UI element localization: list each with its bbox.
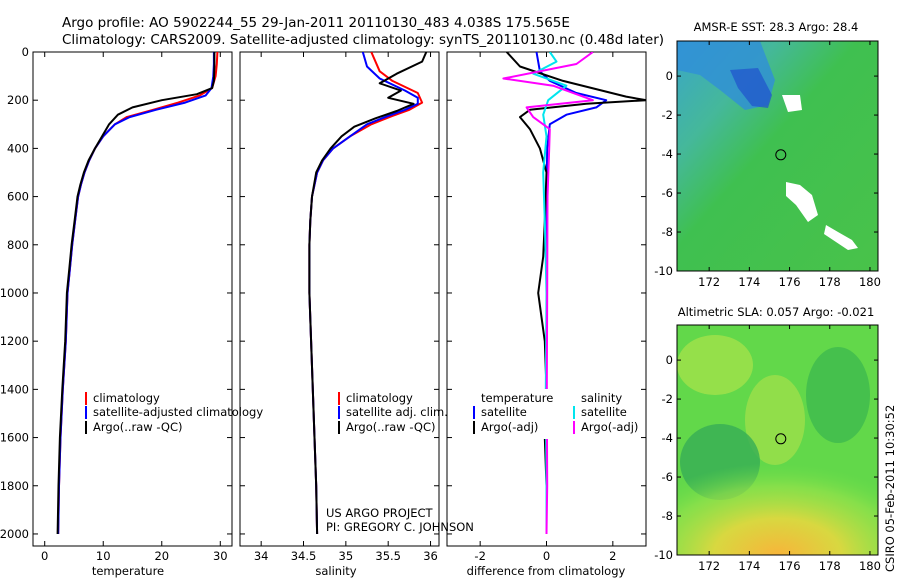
y-tick-label: 200 bbox=[7, 93, 29, 107]
legend-heading-temperature: temperature bbox=[481, 391, 553, 405]
map-y-tick-label: 0 bbox=[666, 69, 673, 83]
legend-label-sal-argo: Argo(-adj) bbox=[581, 420, 638, 434]
map-x-tick-label: 172 bbox=[698, 275, 720, 289]
sla-high-region-1 bbox=[677, 335, 753, 395]
sst-argo-location-marker bbox=[775, 149, 787, 161]
credit-line1: US ARGO PROJECT bbox=[326, 506, 434, 520]
figure-title-line1: Argo profile: AO 5902244_55 29-Jan-2011 … bbox=[62, 15, 570, 31]
salinity-xlabel: salinity bbox=[315, 564, 356, 578]
legend-heading-salinity: salinity bbox=[581, 391, 622, 405]
map-y-tick-label: -6 bbox=[662, 186, 673, 200]
x-tick-label: 34 bbox=[254, 549, 269, 563]
credit-line2: PI: GREGORY C. JOHNSON bbox=[326, 520, 474, 534]
sla-map-axis-ticks: 172 174 176 178 180 0 -2 -4 -6 -8 -10 bbox=[654, 325, 881, 573]
salinity-lines bbox=[308, 52, 428, 535]
sst-missing-data-3 bbox=[824, 225, 858, 250]
map-x-tick-label: 178 bbox=[819, 559, 841, 573]
temperature-lines bbox=[56, 52, 219, 535]
legend-label-temp-satellite: satellite bbox=[481, 405, 527, 419]
side-timestamp-label: CSIRO 05-Feb-2011 10:30:52 bbox=[883, 405, 897, 572]
series-line-1-2 bbox=[308, 52, 428, 535]
map-y-tick-label: -4 bbox=[662, 431, 673, 445]
sla-argo-location-marker bbox=[775, 433, 787, 445]
x-tick-label: 30 bbox=[213, 549, 228, 563]
y-tick-label: 600 bbox=[7, 190, 29, 204]
y-tick-label: 2000 bbox=[0, 527, 29, 541]
legend-label-climatology: climatology bbox=[93, 391, 160, 405]
x-tick-label: 10 bbox=[96, 549, 111, 563]
temperature-xlabel: temperature bbox=[92, 564, 164, 578]
x-tick-label: 0 bbox=[41, 549, 48, 563]
map-x-tick-label: 174 bbox=[738, 275, 760, 289]
map-x-tick-label: 174 bbox=[738, 559, 760, 573]
y-tick-label: 1000 bbox=[0, 286, 29, 300]
sla-map bbox=[676, 324, 879, 556]
y-tick-label: 1600 bbox=[0, 431, 29, 445]
sst-map bbox=[676, 40, 879, 272]
x-tick-label: 2 bbox=[609, 549, 616, 563]
x-tick-label: 35.5 bbox=[375, 549, 401, 563]
x-tick-label: 0 bbox=[543, 549, 550, 563]
sla-low-region-2 bbox=[806, 347, 870, 443]
map-y-tick-label: -10 bbox=[654, 264, 673, 278]
y-tick-label: 400 bbox=[7, 141, 29, 155]
map-y-tick-label: -10 bbox=[654, 548, 673, 562]
map-x-tick-label: 176 bbox=[779, 275, 801, 289]
map-x-tick-label: 178 bbox=[819, 275, 841, 289]
y-tick-label: 1400 bbox=[0, 382, 29, 396]
legend-label-argo: Argo(..raw -QC) bbox=[346, 420, 436, 434]
map-x-tick-label: 180 bbox=[859, 559, 881, 573]
map-y-tick-label: -2 bbox=[662, 392, 673, 406]
map-x-tick-label: 176 bbox=[779, 559, 801, 573]
sst-map-title: AMSR-E SST: 28.3 Argo: 28.4 bbox=[694, 20, 859, 34]
temperature-axis-ticks: 0 200 400 600 800 1000 1200 1400 1600 1800 2000 0 10… bbox=[0, 45, 232, 563]
figure-title-line2: Climatology: CARS2009. Satellite-adjuste… bbox=[62, 32, 664, 48]
map-x-tick-label: 180 bbox=[859, 275, 881, 289]
map-y-tick-label: -4 bbox=[662, 147, 673, 161]
difference-xlabel: difference from climatology bbox=[467, 564, 626, 578]
map-x-tick-label: 172 bbox=[698, 559, 720, 573]
legend-label-climatology: climatology bbox=[346, 391, 413, 405]
sst-missing-data-2 bbox=[786, 182, 818, 222]
sla-hot-region bbox=[677, 440, 878, 555]
salinity-axis-ticks: 34 34.5 35 35.5 36 bbox=[240, 51, 439, 563]
legend-label-sal-satellite: satellite bbox=[581, 405, 627, 419]
salinity-legend: climatology satellite adj. clim. Argo(..… bbox=[338, 391, 448, 434]
x-tick-label: 20 bbox=[154, 549, 169, 563]
temperature-legend: climatology satellite-adjusted climatolo… bbox=[85, 391, 263, 434]
map-y-tick-label: -6 bbox=[662, 470, 673, 484]
series-line-0-2 bbox=[56, 52, 216, 535]
map-y-tick-label: -8 bbox=[662, 509, 673, 523]
temperature-panel-frame bbox=[32, 51, 233, 547]
x-tick-label: 36 bbox=[423, 549, 438, 563]
y-tick-label: 1200 bbox=[0, 334, 29, 348]
sst-missing-data-1 bbox=[782, 95, 802, 112]
y-tick-label: 800 bbox=[7, 238, 29, 252]
difference-axis-ticks: -2 0 2 bbox=[447, 51, 646, 563]
difference-legend: temperature satellite Argo(-adj) salinit… bbox=[470, 389, 640, 439]
x-tick-label: -2 bbox=[474, 549, 485, 563]
y-tick-label: 0 bbox=[22, 45, 29, 59]
map-y-tick-label: -8 bbox=[662, 225, 673, 239]
legend-label-argo: Argo(..raw -QC) bbox=[93, 420, 183, 434]
series-line-2-3 bbox=[502, 52, 594, 535]
sst-map-axis-ticks: 172 174 176 178 180 0 -2 -4 -6 -8 -10 bbox=[654, 41, 881, 289]
map-y-tick-label: -2 bbox=[662, 108, 673, 122]
y-tick-label: 1800 bbox=[0, 479, 29, 493]
x-tick-label: 34.5 bbox=[291, 549, 317, 563]
x-tick-label: 35 bbox=[339, 549, 354, 563]
salinity-panel-frame bbox=[239, 51, 440, 547]
sla-map-title: Altimetric SLA: 0.057 Argo: -0.021 bbox=[678, 305, 875, 319]
legend-label-satellite: satellite-adjusted climatology bbox=[93, 405, 263, 419]
legend-label-satellite: satellite adj. clim. bbox=[346, 405, 448, 419]
sst-cold-core bbox=[730, 68, 772, 108]
legend-label-temp-argo: Argo(-adj) bbox=[481, 420, 538, 434]
map-y-tick-label: 0 bbox=[666, 353, 673, 367]
